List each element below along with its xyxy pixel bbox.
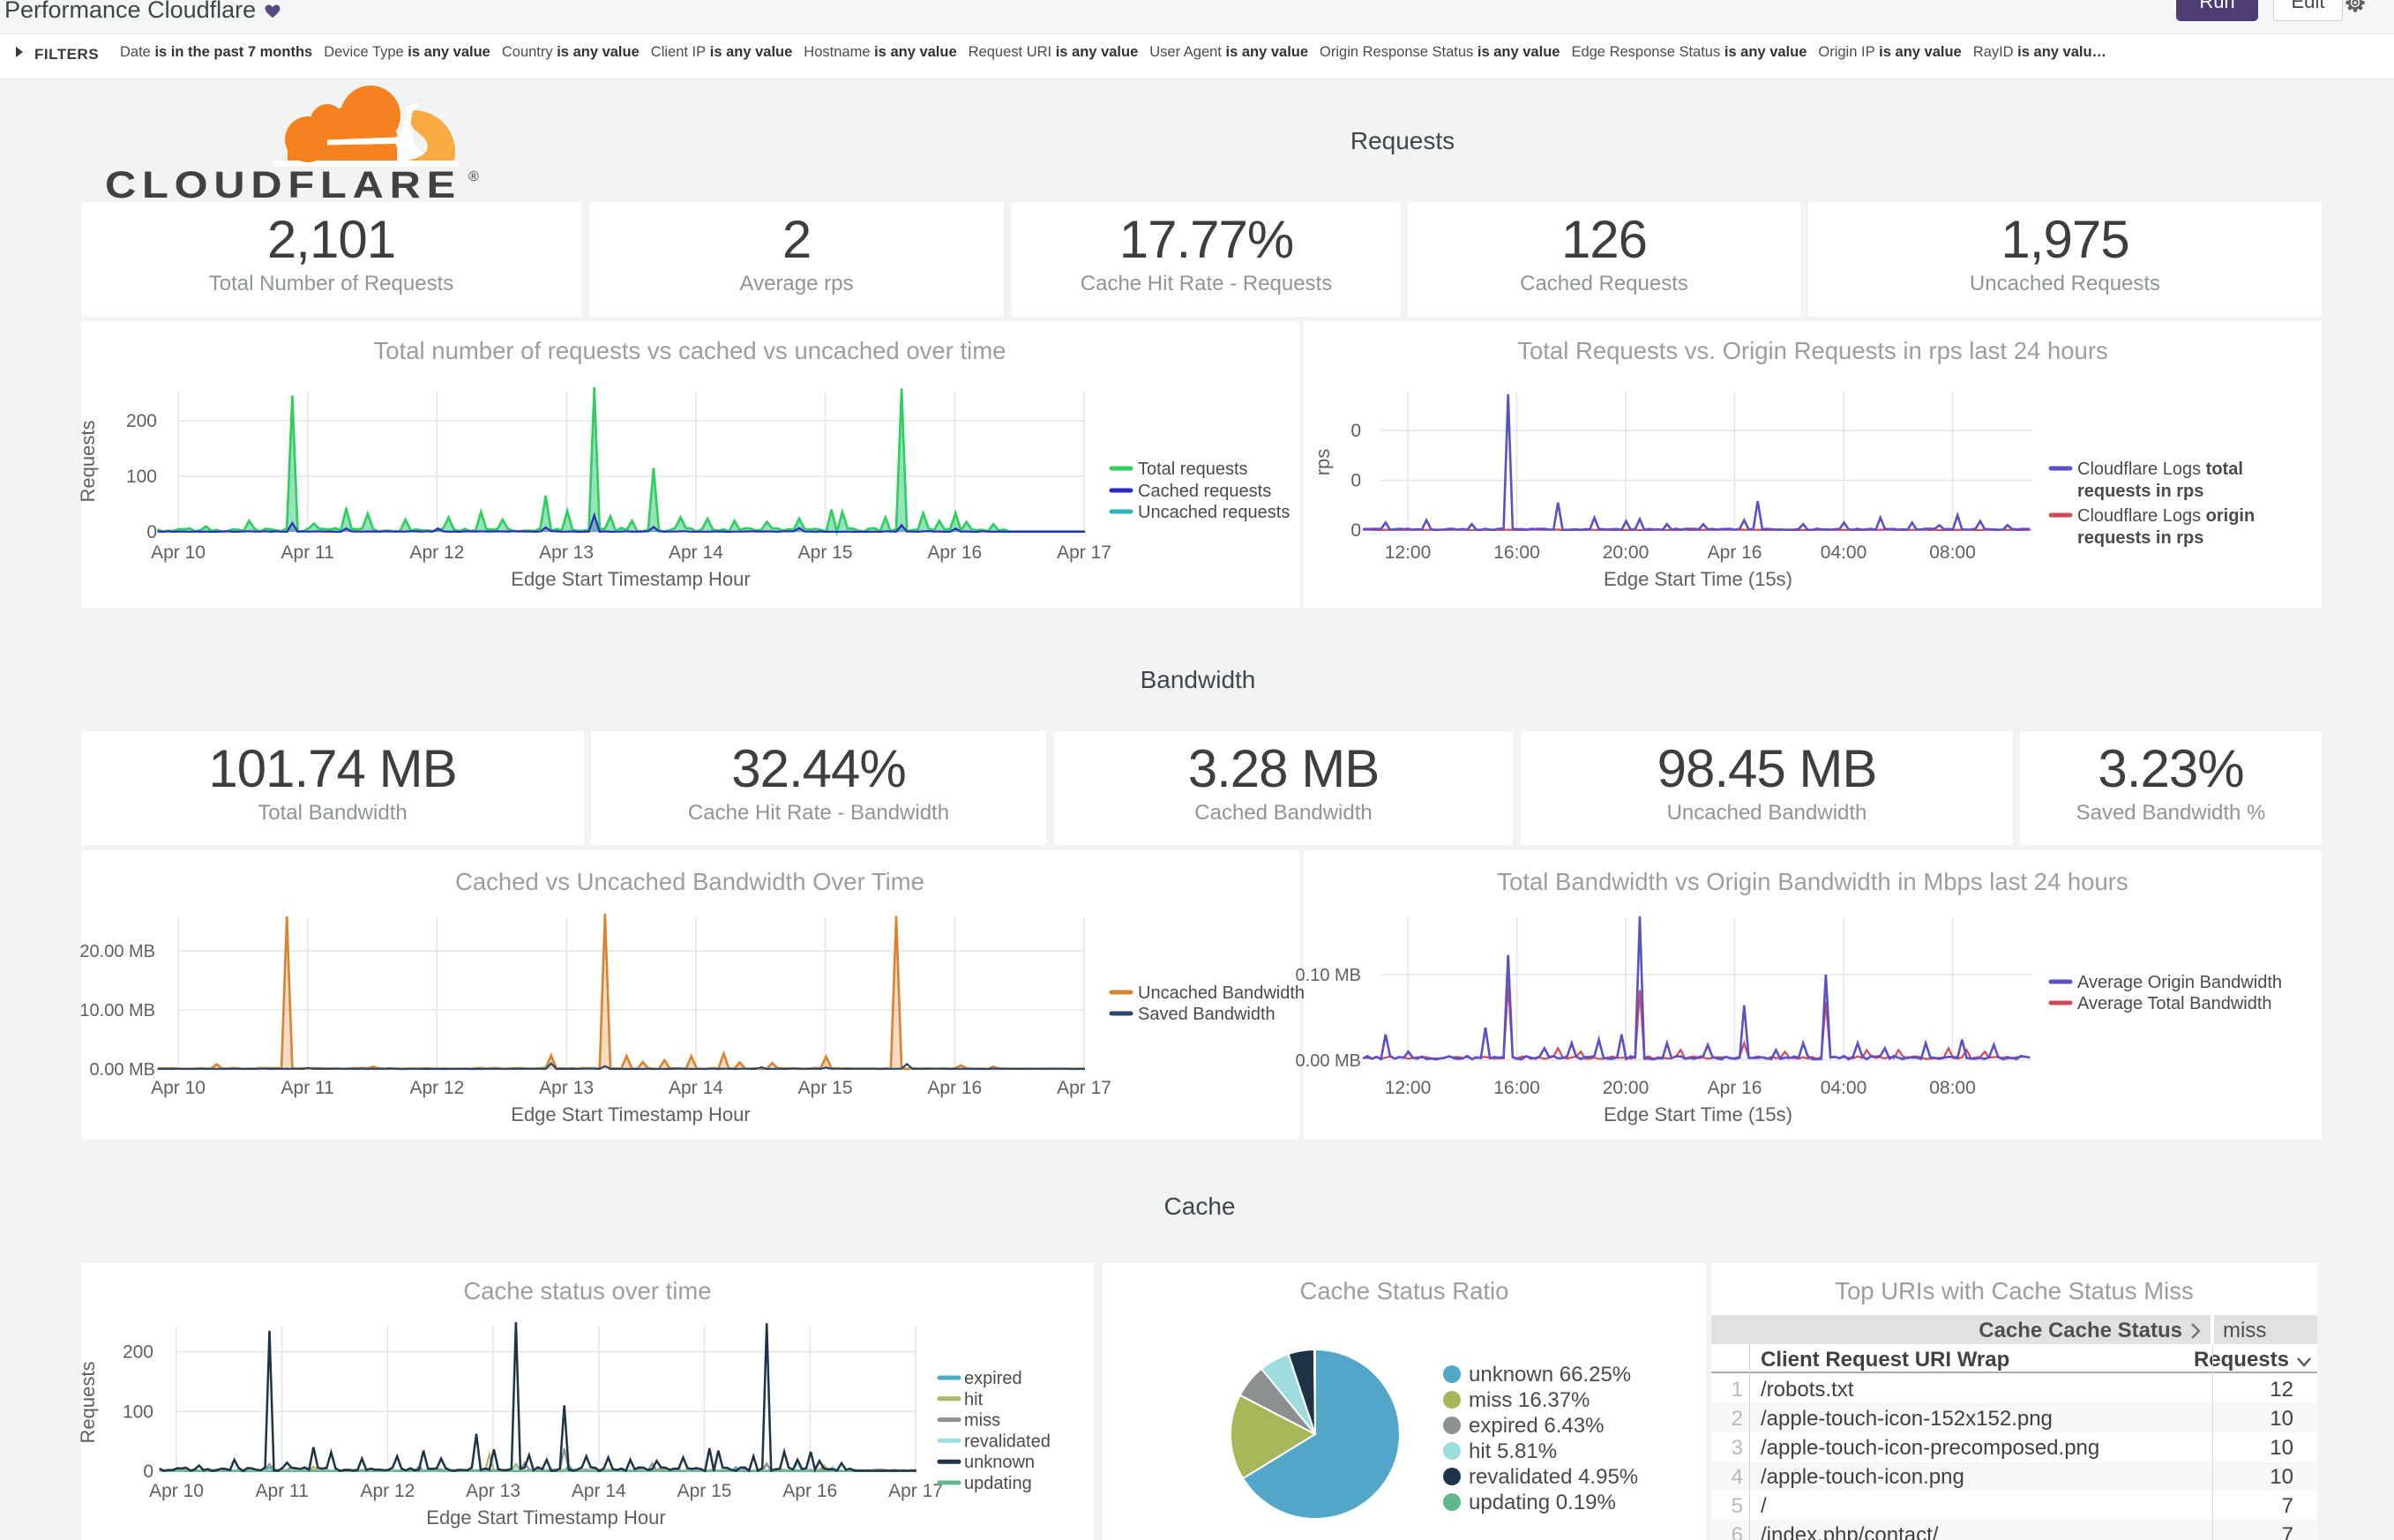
svg-text:Apr 16: Apr 16 bbox=[927, 542, 982, 563]
svg-text:rps: rps bbox=[1312, 449, 1334, 476]
svg-text:Cached requests: Cached requests bbox=[1138, 482, 1271, 501]
svg-text:Requests: Requests bbox=[77, 421, 99, 503]
svg-text:Uncached Bandwidth: Uncached Bandwidth bbox=[1138, 983, 1305, 1003]
svg-text:®: ® bbox=[468, 169, 479, 184]
svg-text:Total Requests vs. Origin Requ: Total Requests vs. Origin Requests in rp… bbox=[1517, 337, 2107, 364]
svg-text:Apr 12: Apr 12 bbox=[360, 1481, 415, 1501]
svg-text:Apr 13: Apr 13 bbox=[466, 1481, 520, 1501]
svg-text:unknown: unknown bbox=[964, 1453, 1035, 1472]
svg-text:12:00: 12:00 bbox=[1385, 1078, 1432, 1098]
svg-text:Apr 16: Apr 16 bbox=[782, 1481, 837, 1501]
svg-text:Apr 17: Apr 17 bbox=[1057, 542, 1111, 563]
svg-text:0: 0 bbox=[146, 522, 157, 542]
svg-text:Apr 11: Apr 11 bbox=[281, 542, 334, 563]
svg-text:20.00 MB: 20.00 MB bbox=[79, 942, 155, 961]
svg-text:Apr 12: Apr 12 bbox=[409, 1078, 464, 1098]
svg-text:Apr 10: Apr 10 bbox=[151, 542, 206, 563]
svg-text:08:00: 08:00 bbox=[1929, 542, 1976, 563]
svg-text:Apr 17: Apr 17 bbox=[888, 1481, 943, 1501]
svg-text:0.00 MB: 0.00 MB bbox=[90, 1060, 155, 1080]
svg-text:20:00: 20:00 bbox=[1603, 542, 1650, 563]
svg-text:0: 0 bbox=[1350, 421, 1361, 441]
svg-text:Apr 15: Apr 15 bbox=[798, 1078, 853, 1098]
svg-text:Apr 15: Apr 15 bbox=[677, 1481, 732, 1501]
svg-text:Total Bandwidth vs Origin Band: Total Bandwidth vs Origin Bandwidth in M… bbox=[1497, 868, 2128, 895]
svg-text:Apr 12: Apr 12 bbox=[409, 542, 464, 563]
svg-text:Cloudflare Logs origin: Cloudflare Logs origin bbox=[2077, 506, 2255, 526]
svg-text:Apr 16: Apr 16 bbox=[1708, 542, 1762, 563]
svg-text:Uncached requests: Uncached requests bbox=[1138, 503, 1290, 522]
svg-text:04:00: 04:00 bbox=[1821, 542, 1867, 563]
svg-text:miss 16.37%: miss 16.37% bbox=[1469, 1388, 1590, 1412]
svg-text:Cached vs Uncached Bandwidth O: Cached vs Uncached Bandwidth Over Time bbox=[455, 868, 924, 895]
svg-text:Cloudflare Logs total: Cloudflare Logs total bbox=[2077, 460, 2243, 479]
svg-text:0.10 MB: 0.10 MB bbox=[1296, 966, 1361, 985]
svg-text:Average Origin Bandwidth: Average Origin Bandwidth bbox=[2077, 973, 2282, 992]
svg-text:0: 0 bbox=[1350, 520, 1361, 541]
svg-text:Total requests: Total requests bbox=[1138, 460, 1248, 479]
svg-text:Apr 11: Apr 11 bbox=[256, 1481, 309, 1501]
svg-text:0: 0 bbox=[143, 1462, 153, 1482]
svg-text:Apr 15: Apr 15 bbox=[798, 542, 853, 563]
svg-text:Cache Status Ratio: Cache Status Ratio bbox=[1300, 1277, 1509, 1305]
svg-text:hit: hit bbox=[964, 1390, 984, 1409]
svg-text:Cache status over time: Cache status over time bbox=[463, 1277, 711, 1305]
svg-text:Edge Start Timestamp Hour: Edge Start Timestamp Hour bbox=[511, 1103, 750, 1125]
svg-text:08:00: 08:00 bbox=[1929, 1078, 1976, 1098]
svg-text:04:00: 04:00 bbox=[1821, 1078, 1867, 1098]
svg-text:Apr 11: Apr 11 bbox=[281, 1078, 334, 1098]
svg-text:Apr 16: Apr 16 bbox=[927, 1078, 982, 1098]
svg-text:unknown 66.25%: unknown 66.25% bbox=[1469, 1363, 1631, 1387]
svg-text:Apr 17: Apr 17 bbox=[1057, 1078, 1111, 1098]
svg-text:Apr 10: Apr 10 bbox=[151, 1078, 206, 1098]
svg-text:Average Total Bandwidth: Average Total Bandwidth bbox=[2077, 994, 2272, 1013]
svg-text:requests in rps: requests in rps bbox=[2077, 528, 2203, 548]
svg-text:updating 0.19%: updating 0.19% bbox=[1469, 1491, 1616, 1514]
svg-text:Total number of requests vs ca: Total number of requests vs cached vs un… bbox=[374, 337, 1006, 364]
svg-text:20:00: 20:00 bbox=[1603, 1078, 1650, 1098]
svg-text:Apr 16: Apr 16 bbox=[1708, 1078, 1762, 1098]
svg-text:expired: expired bbox=[964, 1369, 1022, 1388]
svg-text:expired 6.43%: expired 6.43% bbox=[1469, 1414, 1604, 1438]
svg-text:Edge Start Timestamp Hour: Edge Start Timestamp Hour bbox=[426, 1506, 665, 1529]
svg-text:CLOUDFLARE: CLOUDFLARE bbox=[105, 164, 461, 206]
svg-text:Apr 14: Apr 14 bbox=[669, 1078, 723, 1098]
svg-text:revalidated: revalidated bbox=[964, 1432, 1051, 1451]
svg-text:hit 5.81%: hit 5.81% bbox=[1469, 1439, 1557, 1463]
svg-text:16:00: 16:00 bbox=[1493, 542, 1540, 563]
svg-text:Edge Start Time (15s): Edge Start Time (15s) bbox=[1604, 1103, 1792, 1125]
svg-text:updating: updating bbox=[964, 1474, 1032, 1493]
svg-text:Edge Start Time (15s): Edge Start Time (15s) bbox=[1604, 568, 1792, 590]
svg-text:Apr 13: Apr 13 bbox=[539, 542, 594, 563]
svg-text:100: 100 bbox=[123, 1402, 153, 1422]
svg-text:100: 100 bbox=[126, 467, 157, 487]
svg-text:200: 200 bbox=[126, 411, 157, 431]
svg-text:16:00: 16:00 bbox=[1493, 1078, 1540, 1098]
svg-text:Edge Start Timestamp Hour: Edge Start Timestamp Hour bbox=[511, 568, 750, 590]
svg-text:Apr 14: Apr 14 bbox=[669, 542, 723, 563]
svg-text:Apr 10: Apr 10 bbox=[149, 1481, 204, 1501]
svg-text:10.00 MB: 10.00 MB bbox=[79, 1001, 155, 1020]
svg-text:0.00 MB: 0.00 MB bbox=[1296, 1051, 1361, 1071]
svg-text:requests in rps: requests in rps bbox=[2077, 482, 2203, 501]
svg-text:miss: miss bbox=[964, 1411, 1000, 1431]
svg-text:Apr 14: Apr 14 bbox=[572, 1481, 626, 1501]
svg-text:revalidated 4.95%: revalidated 4.95% bbox=[1469, 1465, 1638, 1489]
svg-text:12:00: 12:00 bbox=[1385, 542, 1432, 563]
svg-text:200: 200 bbox=[123, 1342, 153, 1363]
svg-text:Saved Bandwidth: Saved Bandwidth bbox=[1138, 1005, 1276, 1024]
svg-text:0: 0 bbox=[1350, 471, 1361, 491]
svg-text:Apr 13: Apr 13 bbox=[539, 1078, 594, 1098]
svg-text:Requests: Requests bbox=[77, 1362, 99, 1444]
